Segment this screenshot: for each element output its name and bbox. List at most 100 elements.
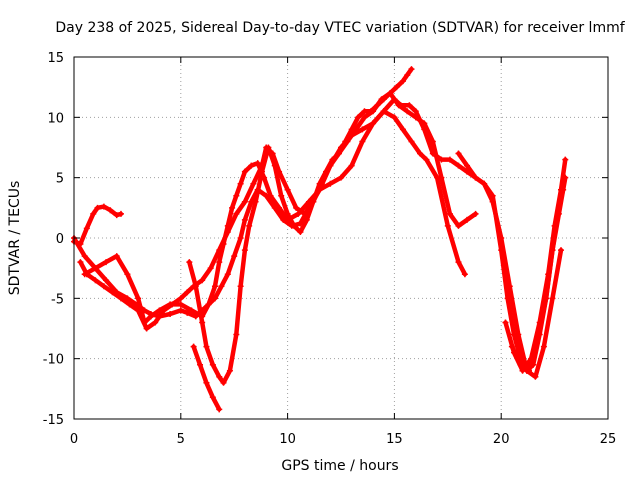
data-point-marker	[506, 283, 513, 290]
data-point-marker	[284, 210, 291, 217]
data-point-marker	[184, 289, 191, 296]
data-point-marker	[113, 212, 120, 219]
data-point-marker	[250, 180, 257, 187]
data-point-marker	[188, 307, 195, 314]
data-point-marker	[532, 373, 539, 380]
data-point-marker	[404, 108, 411, 115]
data-point-marker	[160, 307, 167, 314]
data-point-marker	[126, 301, 133, 308]
data-point-marker	[421, 120, 428, 127]
data-point-marker	[549, 295, 556, 302]
data-point-marker	[167, 311, 174, 318]
y-tick-label: 10	[47, 111, 64, 126]
data-point-marker	[502, 319, 509, 326]
data-point-marker	[284, 186, 291, 193]
data-point-marker	[143, 325, 150, 332]
data-point-marker	[374, 102, 381, 109]
data-point-marker	[278, 192, 285, 199]
data-point-marker	[83, 271, 90, 278]
data-point-marker	[387, 90, 394, 97]
y-tick-label: 0	[56, 232, 64, 247]
data-point-marker	[135, 295, 142, 302]
data-point-marker	[103, 259, 110, 266]
data-point-marker	[316, 180, 323, 187]
data-point-marker	[254, 160, 261, 167]
data-point-marker	[417, 150, 424, 157]
data-point-marker	[207, 265, 214, 272]
x-tick-label: 15	[386, 432, 403, 447]
data-point-marker	[248, 162, 255, 169]
data-point-marker	[100, 203, 107, 210]
data-point-marker	[355, 114, 362, 121]
data-point-marker	[147, 313, 154, 320]
data-point-marker	[265, 144, 272, 151]
data-point-marker	[241, 247, 248, 254]
series-layer	[71, 66, 569, 413]
data-point-marker	[540, 343, 547, 350]
y-tick-label: 5	[56, 172, 64, 187]
data-point-marker	[562, 156, 569, 163]
series-line-track-5	[187, 66, 414, 386]
data-point-marker	[211, 295, 218, 302]
data-point-marker	[246, 222, 253, 229]
data-point-marker	[444, 222, 451, 229]
data-point-marker	[464, 216, 471, 223]
x-tick-label: 0	[70, 432, 78, 447]
data-point-marker	[263, 192, 270, 199]
data-point-marker	[525, 367, 532, 374]
data-point-marker	[224, 228, 231, 235]
data-point-marker	[517, 361, 524, 368]
data-point-marker	[498, 235, 505, 241]
y-tick-label: -10	[43, 353, 64, 368]
data-point-marker	[555, 204, 562, 211]
data-point-marker	[408, 66, 415, 73]
data-point-marker	[192, 283, 199, 290]
x-tick-label: 10	[279, 432, 296, 447]
data-point-marker	[543, 295, 550, 302]
data-point-marker	[335, 150, 342, 157]
data-point-marker	[237, 180, 244, 187]
data-point-marker	[399, 126, 406, 133]
y-axis-label: SDTVAR / TECUs	[7, 181, 23, 296]
data-point-marker	[367, 108, 374, 115]
data-point-marker	[177, 307, 184, 314]
data-point-marker	[81, 253, 88, 260]
data-point-marker	[461, 271, 468, 278]
data-point-marker	[216, 406, 223, 413]
x-axis-label: GPS time / hours	[281, 458, 398, 474]
data-point-marker	[205, 301, 212, 308]
data-point-marker	[393, 84, 400, 91]
y-tick-label: -5	[51, 292, 64, 307]
data-point-marker	[423, 156, 430, 163]
data-point-marker	[342, 138, 349, 145]
data-point-marker	[209, 394, 216, 401]
data-point-marker	[404, 72, 411, 79]
data-point-marker	[303, 216, 310, 223]
data-point-marker	[515, 331, 522, 338]
data-point-marker	[472, 174, 479, 181]
data-point-marker	[203, 343, 210, 350]
x-tick-label: 5	[177, 432, 185, 447]
data-point-marker	[113, 253, 120, 260]
data-point-marker	[323, 168, 330, 175]
data-point-marker	[560, 186, 567, 193]
data-point-marker	[472, 210, 479, 217]
data-point-marker	[359, 126, 366, 133]
data-point-marker	[438, 174, 445, 181]
data-point-marker	[293, 204, 300, 211]
data-point-marker	[92, 277, 99, 284]
data-point-marker	[100, 283, 107, 290]
series-line-track-9	[509, 187, 566, 373]
data-point-marker	[455, 259, 462, 266]
data-point-marker	[406, 102, 413, 109]
data-point-marker	[103, 277, 110, 284]
data-point-marker	[271, 204, 278, 211]
data-point-marker	[177, 295, 184, 302]
data-point-marker	[348, 162, 355, 169]
data-point-marker	[370, 120, 377, 127]
data-point-marker	[135, 307, 142, 314]
data-point-marker	[216, 247, 223, 254]
data-point-marker	[117, 210, 124, 217]
data-point-marker	[455, 150, 462, 157]
data-point-marker	[169, 301, 176, 308]
